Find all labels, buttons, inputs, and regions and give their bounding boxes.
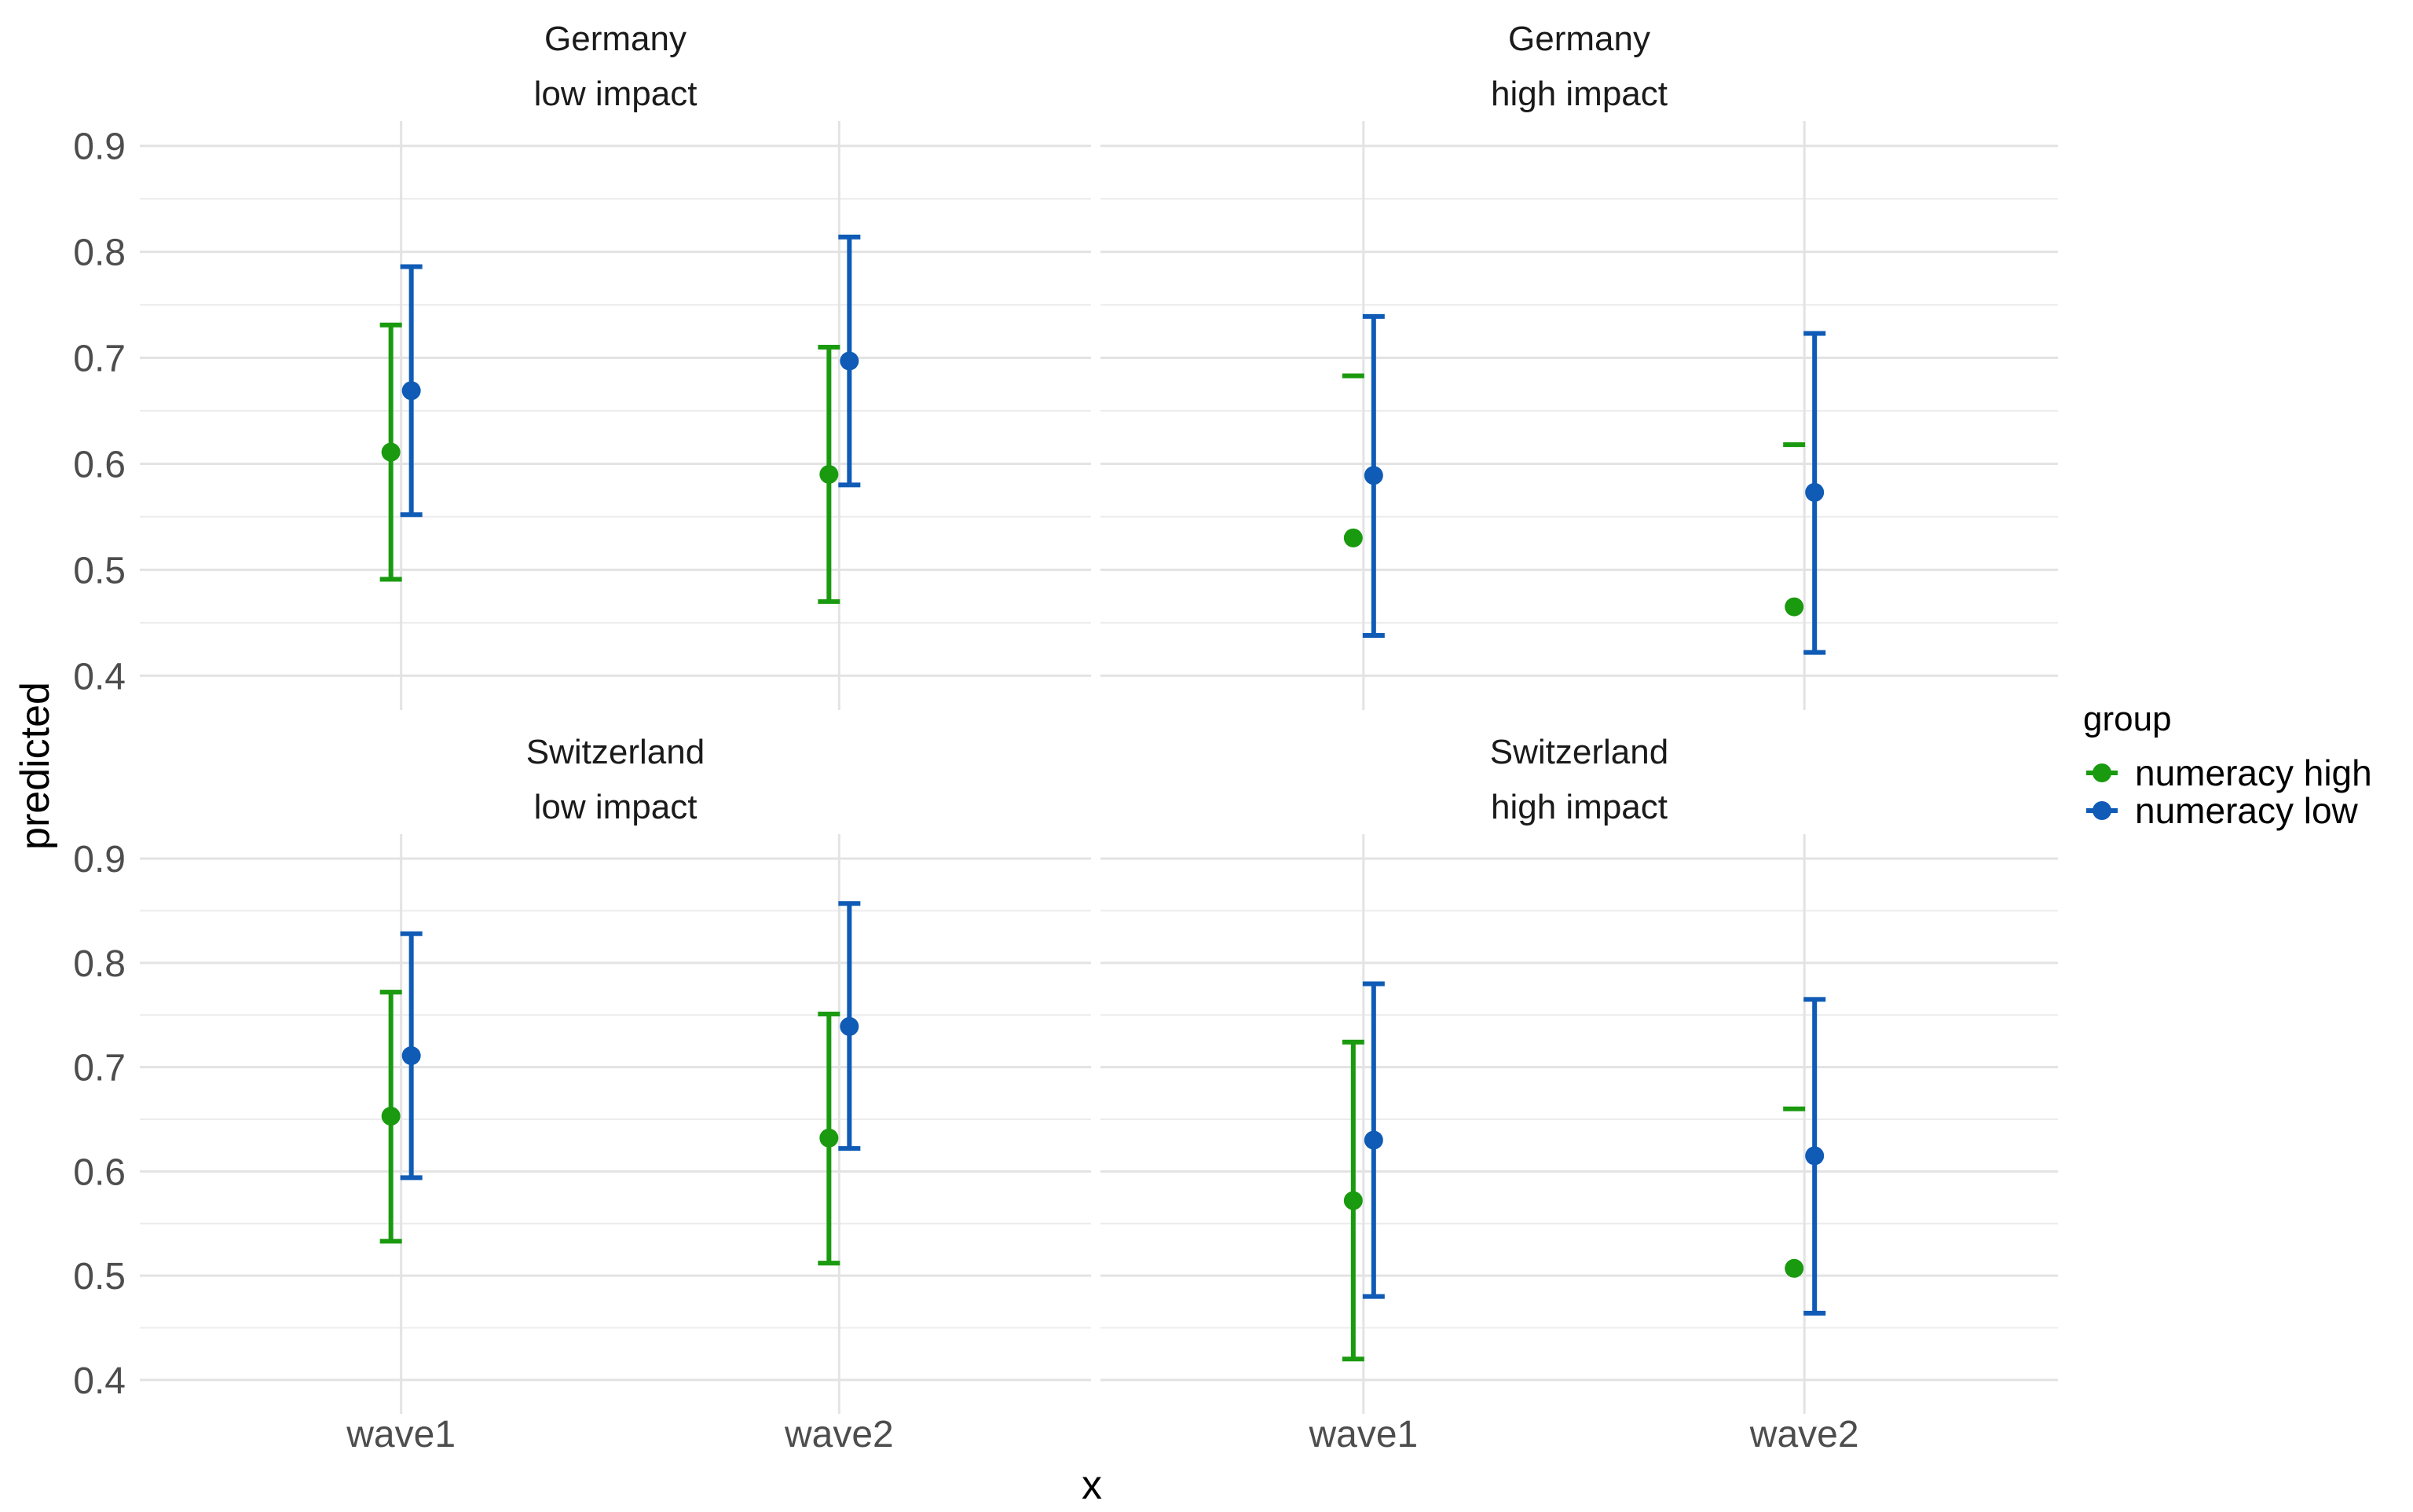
- data-point: [840, 351, 859, 371]
- y-tick-label: 0.6: [73, 444, 126, 485]
- data-point: [1805, 1146, 1825, 1166]
- data-point: [1785, 597, 1804, 617]
- x-tick-label: wave2: [784, 1414, 894, 1455]
- y-tick-label: 0.6: [73, 1151, 126, 1193]
- y-tick-label: 0.5: [73, 550, 126, 591]
- panel-title-impact: low impact: [534, 788, 698, 826]
- panel-title-country: Switzerland: [1490, 733, 1668, 771]
- data-point: [819, 464, 839, 484]
- data-point: [1805, 482, 1825, 502]
- y-tick-label: 0.5: [73, 1256, 126, 1298]
- y-axis-title: predicted: [13, 682, 58, 850]
- legend-label: numeracy low: [2135, 790, 2359, 831]
- y-tick-label: 0.4: [73, 1360, 126, 1402]
- legend-key-point: [2093, 801, 2111, 820]
- y-tick-label: 0.8: [73, 232, 126, 274]
- panel-title-country: Germany: [544, 20, 687, 58]
- data-point: [1343, 1191, 1363, 1210]
- x-axis-title: x: [1082, 1463, 1102, 1508]
- x-tick-label: wave1: [346, 1414, 456, 1455]
- panel-title-country: Switzerland: [526, 733, 705, 771]
- panel-title-impact: high impact: [1491, 75, 1668, 113]
- panel-title-country: Germany: [1508, 20, 1650, 58]
- x-tick-label: wave2: [1749, 1414, 1859, 1455]
- data-point: [381, 1107, 401, 1126]
- data-point: [401, 381, 421, 401]
- data-point: [381, 442, 401, 462]
- y-tick-label: 0.4: [73, 656, 126, 697]
- data-point: [1364, 466, 1383, 485]
- y-tick-label: 0.8: [73, 943, 126, 985]
- legend-label: numeracy high: [2135, 752, 2372, 793]
- data-point: [1343, 528, 1363, 547]
- data-point: [840, 1016, 859, 1036]
- legend-title: group: [2083, 700, 2172, 738]
- panel-title-impact: low impact: [534, 75, 698, 113]
- y-tick-label: 0.7: [73, 1048, 126, 1089]
- y-tick-label: 0.9: [73, 126, 126, 168]
- legend-key-point: [2093, 763, 2111, 782]
- data-point: [1785, 1258, 1804, 1278]
- data-point: [1364, 1130, 1383, 1150]
- y-tick-label: 0.7: [73, 339, 126, 380]
- panel-title-impact: high impact: [1491, 788, 1668, 826]
- data-point: [401, 1046, 421, 1066]
- data-point: [819, 1128, 839, 1148]
- x-tick-label: wave1: [1308, 1414, 1418, 1455]
- y-tick-label: 0.9: [73, 839, 126, 880]
